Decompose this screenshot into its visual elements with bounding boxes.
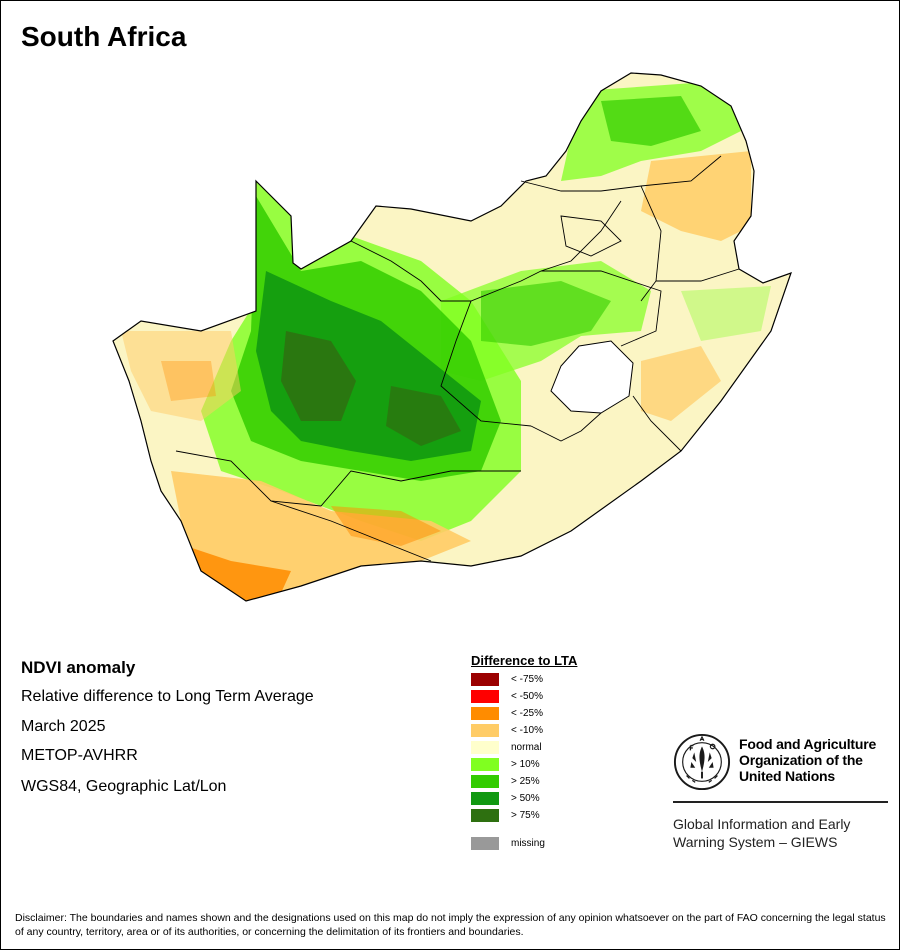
- legend-swatch: [471, 707, 499, 720]
- boundary-northern-cape-north-west: [350, 240, 542, 302]
- zone-gt75-a: [281, 331, 356, 421]
- legend-title: Difference to LTA: [471, 653, 578, 668]
- boundary-free-state-north: [440, 300, 532, 427]
- boundary-kzn-south: [632, 395, 682, 452]
- legend-label: missing: [511, 838, 545, 849]
- anomaly-zones: [121, 81, 771, 601]
- boundary-limpopo: [520, 155, 722, 192]
- legend-swatch: [471, 724, 499, 737]
- legend-swatch: [471, 837, 499, 850]
- boundary-mpumalanga: [640, 185, 662, 302]
- legend-swatch: [471, 758, 499, 771]
- fao-logo-icon: [673, 733, 731, 791]
- zone-lt10-east: [641, 346, 721, 421]
- ndvi-map: [112, 72, 792, 602]
- legend-label: > 75%: [511, 810, 540, 821]
- legend-label: > 10%: [511, 759, 540, 770]
- zone-gt75-b: [386, 386, 461, 446]
- boundary-north-west-gauteng: [540, 200, 622, 272]
- legend-swatch: [471, 792, 499, 805]
- boundary-gauteng: [560, 215, 622, 257]
- map-title: South Africa: [21, 21, 187, 52]
- legend-label: < -50%: [511, 691, 543, 702]
- boundary-eastern-cape: [530, 412, 602, 442]
- zone-lt25-south: [331, 506, 441, 546]
- product-projection: WGS84, Geographic Lat/Lon: [21, 778, 227, 795]
- legend-swatch: [471, 809, 499, 822]
- product-date: March 2025: [21, 718, 106, 735]
- zone-gt10-east: [681, 286, 771, 341]
- logo-divider: [673, 801, 888, 803]
- legend-label: > 50%: [511, 793, 540, 804]
- boundary-free-state-east: [541, 270, 662, 347]
- zone-lt25-west: [161, 361, 216, 401]
- boundary-kzn: [656, 268, 740, 282]
- legend-label: < -25%: [511, 708, 543, 719]
- boundary-western-cape: [270, 500, 432, 562]
- zone-gt25-north: [601, 96, 701, 146]
- zone-lt10-northwest: [121, 331, 241, 421]
- zone-lt10-northeast: [641, 151, 751, 241]
- zone-gt25-central: [481, 281, 611, 346]
- product-title: NDVI anomaly: [21, 658, 136, 677]
- province-boundaries: [175, 155, 740, 562]
- legend-label: normal: [511, 742, 542, 753]
- product-subtitle: Relative difference to Long Term Average: [21, 688, 314, 705]
- disclaimer-text: Disclaimer: The boundaries and names sho…: [15, 912, 886, 938]
- boundary-northern-cape-south: [175, 450, 521, 507]
- country-outline: [112, 72, 792, 602]
- legend-swatch: [471, 673, 499, 686]
- legend-label: < -75%: [511, 674, 543, 685]
- legend-label: < -10%: [511, 725, 543, 736]
- legend-label: > 25%: [511, 776, 540, 787]
- legend-swatch: [471, 690, 499, 703]
- giews-name: Global Information and Early Warning Sys…: [673, 816, 851, 850]
- legend-swatch: [471, 741, 499, 754]
- fao-org-name: Food and Agriculture Organization of the…: [739, 736, 877, 784]
- legend-swatch: [471, 775, 499, 788]
- product-sensor: METOP-AVHRR: [21, 747, 138, 764]
